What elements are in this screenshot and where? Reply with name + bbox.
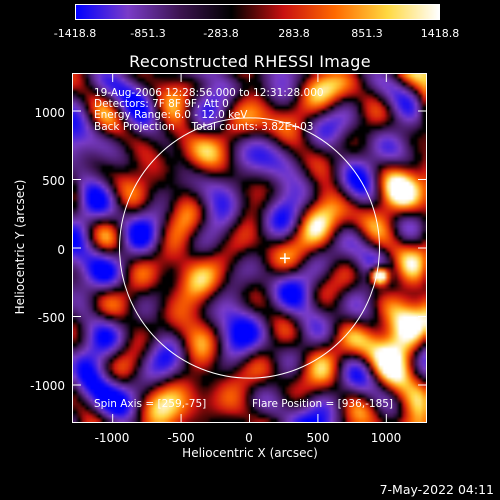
x-tick-label: 1000: [370, 431, 402, 445]
x-tick-label: -500: [167, 431, 195, 445]
y-tick-label: 0: [57, 243, 65, 257]
y-axis-label: Heliocentric Y (arcsec): [13, 179, 27, 315]
colorbar-tick-label: -283.8: [203, 27, 239, 40]
energy-range-text: Energy Range: 6.0 - 12.0 keV: [94, 109, 248, 121]
x-tick-label: -1000: [94, 431, 130, 445]
colorbar-tick-label: 1418.8: [420, 27, 460, 40]
y-tick-label: -1000: [30, 379, 65, 393]
y-tick-label: 500: [42, 174, 65, 188]
method-counts-text: Back Projection Total counts: 3.82E+03: [94, 121, 314, 133]
solar-limb-circle: [119, 117, 380, 379]
rhessi-image-svg: [73, 74, 426, 422]
colorbar-tick-label: 283.8: [278, 27, 310, 40]
spin-axis-marker: [279, 253, 290, 264]
spin-axis-text: Spin Axis = [259,-75]: [94, 398, 207, 410]
x-tick-label: 0: [245, 431, 253, 445]
timestamp: 7-May-2022 04:11: [379, 482, 494, 497]
detectors-text: Detectors: 7F 8F 9F, Att 0: [94, 98, 229, 110]
y-tick-label: -500: [37, 311, 65, 325]
time-range-text: 19-Aug-2006 12:28:56.000 to 12:31:28.000: [94, 87, 324, 99]
reconstructed-image: [73, 74, 426, 422]
colorbar-tick-label: -851.3: [130, 27, 166, 40]
colorbar: [75, 4, 440, 20]
colorbar-tick-label: -1418.8: [53, 27, 97, 40]
colorbar-tick-label: 851.3: [351, 27, 383, 40]
flare-position-text: Flare Position = [936,-185]: [252, 398, 394, 410]
y-tick-label: 1000: [34, 106, 65, 120]
x-tick-label: 500: [306, 431, 330, 445]
rhessi-image-plot: [72, 73, 427, 423]
image-title: Reconstructed RHESSI Image: [129, 52, 371, 71]
x-axis-label: Heliocentric X (arcsec): [182, 446, 318, 460]
